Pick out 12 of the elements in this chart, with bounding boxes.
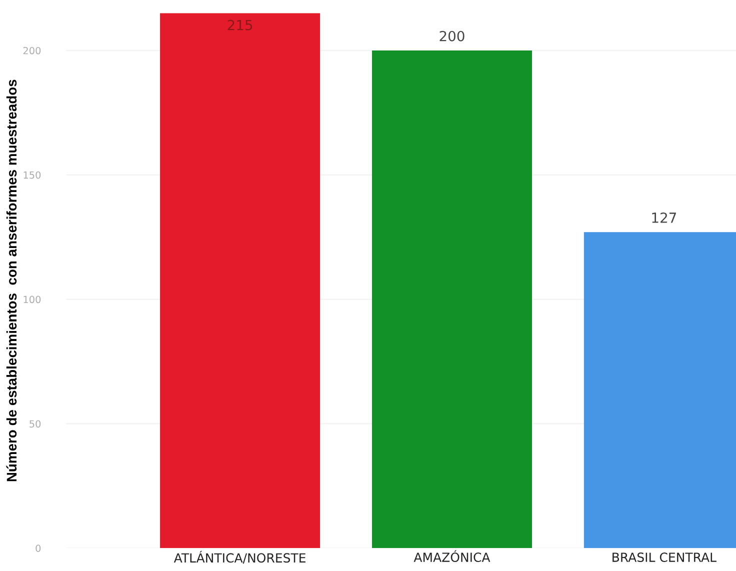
x-tick-label: BRASIL CENTRAL: [612, 552, 716, 562]
x-tick-label: AMAZÓNICA: [414, 550, 490, 562]
y-tick-label: 100: [24, 296, 41, 304]
y-tick-label: 150: [24, 171, 41, 179]
y-axis-title: Número de establecimientos con anseriformes muestreados: [6, 80, 17, 482]
y-tick-label: 200: [23, 46, 41, 54]
y-tick-label: 0: [36, 544, 41, 552]
data-label: 200: [440, 30, 464, 42]
data-label: 127: [652, 212, 676, 223]
data-label: 215: [228, 20, 252, 30]
y-tick-label: 50: [30, 420, 41, 428]
x-tick-label: ATLÁNTICA/NORESTE: [174, 550, 306, 564]
